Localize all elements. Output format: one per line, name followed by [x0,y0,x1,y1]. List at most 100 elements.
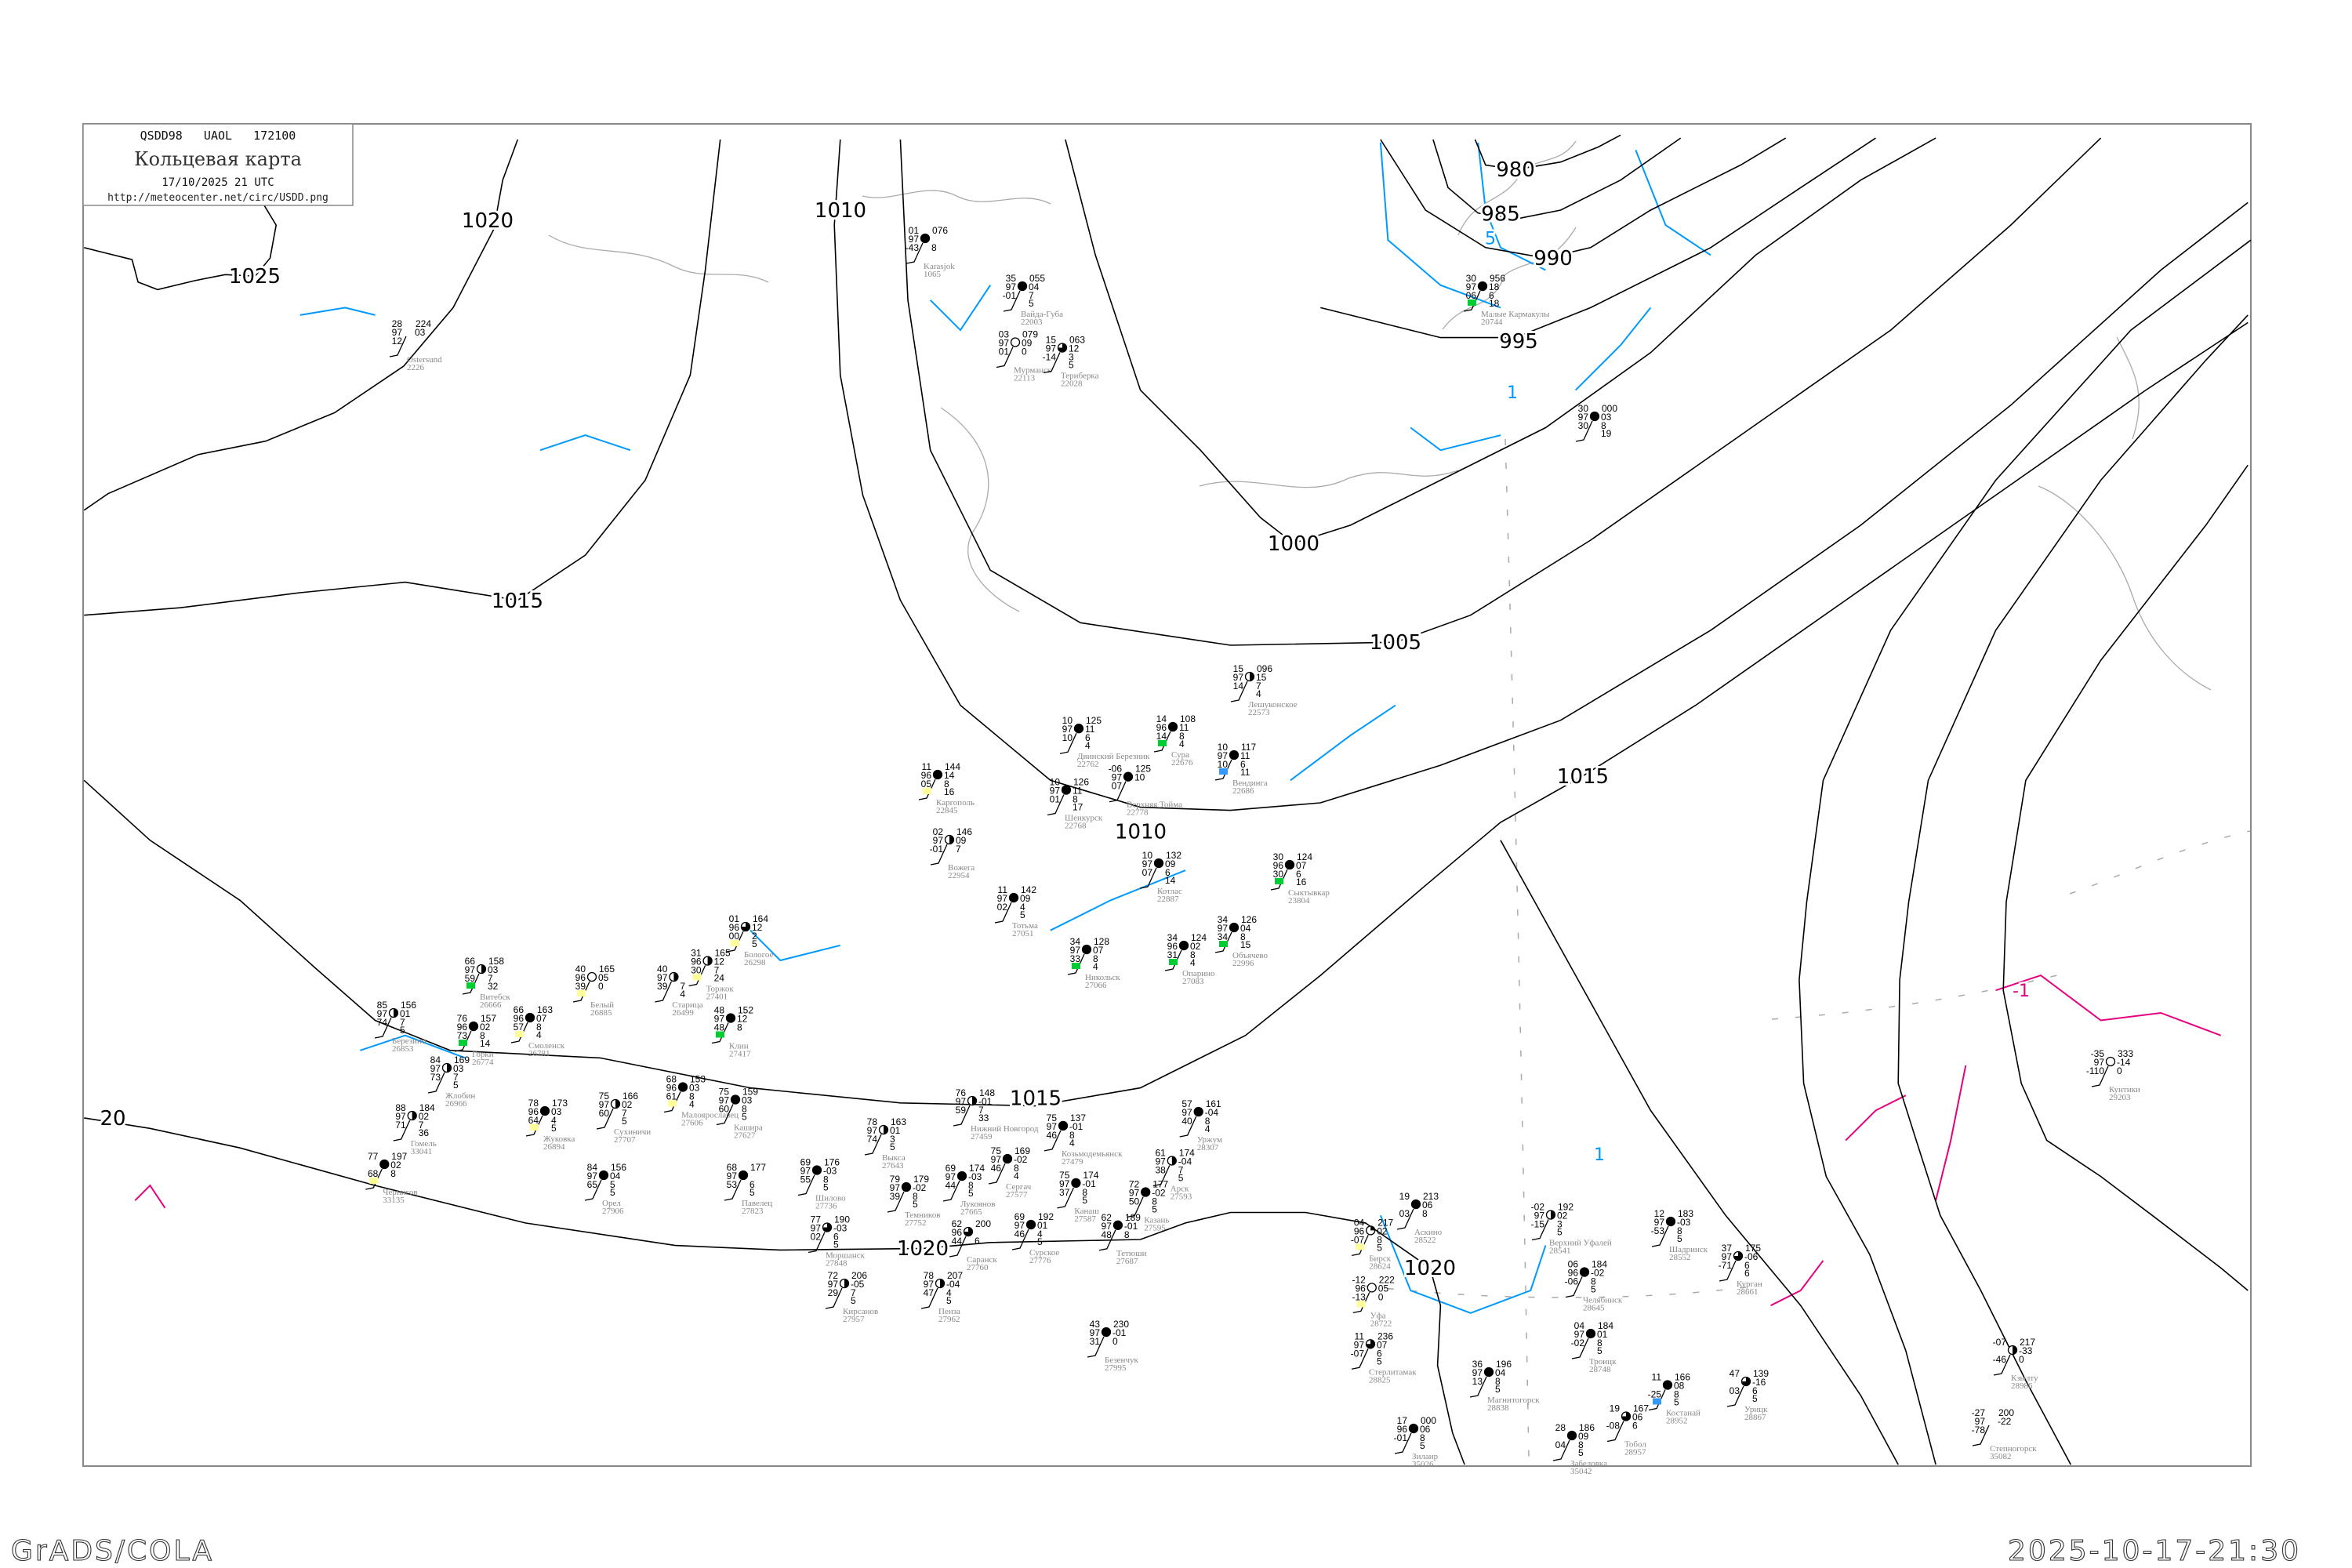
station-pressure: 163 [537,1004,553,1015]
isobar-line [84,139,721,616]
station-index: 22996 [1232,959,1254,968]
station-visibility: 97 [587,1171,598,1181]
cloud-cover-icon [379,1159,390,1170]
station-visibility: 97 [395,1111,406,1122]
station-pressure-tendency: 09 [1020,893,1031,904]
station-visibility: 97 [811,1223,822,1234]
wind-barb-icon [1214,759,1232,781]
cloud-cover-icon [1585,1328,1596,1339]
station-dew-point: 13 [1472,1376,1483,1387]
station-pressure-tendency: 04 [610,1171,621,1181]
station-cloud-code: 0 [1022,347,1027,358]
weather-mark-green [1169,959,1178,965]
station-dew-point: 59 [465,973,476,984]
cloud-cover-icon [1081,944,1092,955]
station-pressure-tendency: 03 [453,1063,464,1074]
station-cloud-code: 8 [1420,1432,1425,1443]
station-name: Karasjok [924,262,955,271]
weather-mark-green [1219,941,1228,947]
station-pressure-tendency: 07 [1377,1339,1388,1350]
isotherm-line [1477,142,1546,271]
station-visibility: 97 [1102,1221,1112,1232]
source-url[interactable]: http://meteocenter.net/circ/USDD.png [107,192,328,204]
station-dew-point: 03 [1399,1208,1410,1219]
